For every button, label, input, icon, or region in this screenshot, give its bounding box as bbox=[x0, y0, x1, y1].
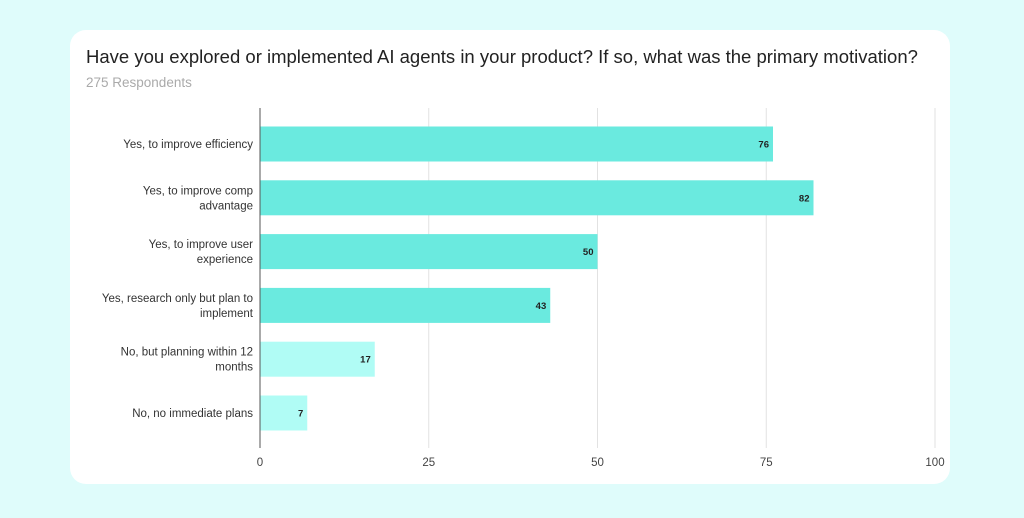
bar bbox=[260, 126, 773, 162]
data-label: 50 bbox=[583, 247, 594, 258]
category-label: Yes, to improve comp advantage bbox=[143, 185, 253, 212]
category-label-line: Yes, to improve efficiency bbox=[123, 139, 253, 151]
data-label: 17 bbox=[360, 355, 371, 366]
bar bbox=[260, 287, 551, 323]
category-label-line: Yes, to improve comp bbox=[143, 185, 253, 197]
x-tick-label: 100 bbox=[925, 457, 944, 469]
category-label-line: No, no immediate plans bbox=[132, 408, 253, 420]
bar bbox=[260, 341, 375, 377]
x-tick-label: 25 bbox=[422, 457, 435, 469]
category-label: No, no immediate plans bbox=[132, 408, 253, 420]
respondents-count: 275 Respondents bbox=[86, 75, 192, 90]
x-tick-label: 50 bbox=[591, 457, 604, 469]
category-label: Yes, research only but plan to implement bbox=[102, 293, 254, 320]
data-label: 43 bbox=[536, 301, 547, 312]
data-label: 76 bbox=[758, 140, 769, 151]
category-label-line: Yes, to improve user bbox=[149, 239, 254, 251]
category-label-line: Yes, research only but plan to bbox=[102, 293, 253, 305]
bar bbox=[260, 395, 308, 431]
category-label: No, but planning within 12 months bbox=[121, 347, 254, 374]
category-label-line: advantage bbox=[199, 200, 253, 212]
data-label: 7 bbox=[298, 409, 303, 420]
bar bbox=[260, 234, 598, 270]
category-label: Yes, to improve efficiency bbox=[123, 139, 253, 151]
category-label-line: No, but planning within 12 bbox=[121, 347, 253, 359]
category-label-line: implement bbox=[200, 308, 254, 320]
chart-title: Have you explored or implemented AI agen… bbox=[86, 46, 918, 67]
data-label: 82 bbox=[799, 193, 810, 204]
x-tick-label: 0 bbox=[257, 457, 263, 469]
category-label: Yes, to improve user experience bbox=[149, 239, 254, 266]
bar bbox=[260, 180, 814, 216]
x-tick-label: 75 bbox=[760, 457, 773, 469]
category-label-line: experience bbox=[197, 254, 253, 266]
category-label-line: months bbox=[215, 362, 253, 374]
